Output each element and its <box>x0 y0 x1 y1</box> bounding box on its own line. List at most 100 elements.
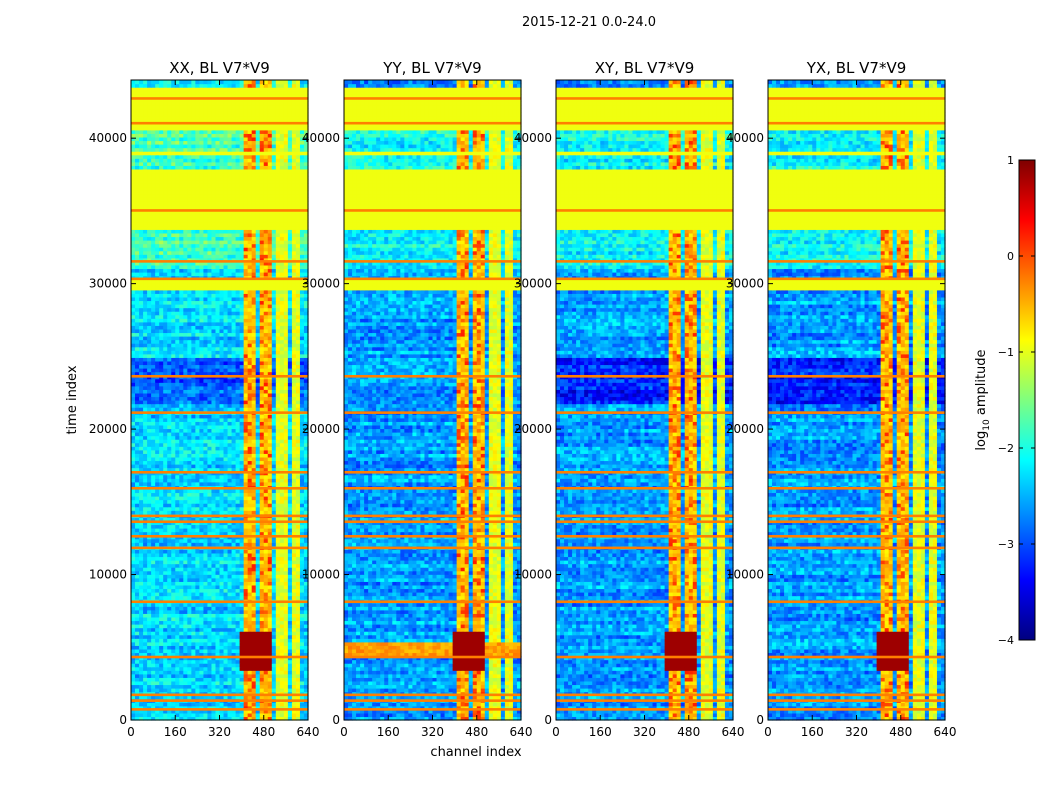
heatmap-cell <box>251 620 257 625</box>
heatmap-cell <box>215 385 221 390</box>
heatmap-cell <box>159 634 164 639</box>
heatmap-cell <box>263 677 269 682</box>
heatmap-cell <box>207 407 213 412</box>
heatmap-cell <box>235 503 241 508</box>
heatmap-cell <box>195 481 200 486</box>
heatmap-cell <box>195 659 200 664</box>
heatmap-cell <box>271 449 277 454</box>
heatmap-cell <box>207 560 213 565</box>
heatmap-cell <box>227 346 233 351</box>
heatmap-cell <box>167 364 172 369</box>
heatmap-cell <box>203 624 209 629</box>
heatmap-cell <box>155 432 160 437</box>
heatmap-cell <box>239 432 245 437</box>
heatmap-cell <box>271 688 277 693</box>
heatmap-cell <box>303 428 309 433</box>
heatmap-cell <box>135 421 140 426</box>
heatmap-cell <box>267 389 273 394</box>
heatmap-cell <box>227 595 233 600</box>
heatmap-cell <box>275 538 281 543</box>
heatmap-cell <box>275 496 281 501</box>
heatmap-cell <box>131 456 136 462</box>
heatmap-cell <box>239 414 245 419</box>
heatmap-cell <box>255 368 261 373</box>
heatmap-cell <box>147 538 152 543</box>
heatmap-cell <box>247 666 253 671</box>
heatmap-cell <box>267 624 273 629</box>
heatmap-cell <box>295 528 301 533</box>
heatmap-cell <box>187 428 192 433</box>
heatmap-cell <box>299 371 305 376</box>
heatmap-cell <box>283 577 289 582</box>
heatmap-cell <box>235 332 241 337</box>
heatmap-cell <box>299 677 305 682</box>
heatmap-cell <box>163 357 168 362</box>
heatmap-cell <box>287 560 293 565</box>
heatmap-cell <box>199 332 205 337</box>
heatmap-cell <box>175 659 180 664</box>
heatmap-cell <box>287 688 293 693</box>
heatmap-cell <box>147 449 152 454</box>
heatmap-cell <box>271 592 277 597</box>
heatmap-cell <box>291 709 297 714</box>
heatmap-cell <box>215 421 221 426</box>
heatmap-cell <box>135 357 140 362</box>
heatmap-cell <box>215 503 221 508</box>
heatmap-cell <box>259 524 265 529</box>
heatmap-cell <box>159 517 164 522</box>
heatmap-cell <box>303 652 309 657</box>
heatmap-cell <box>231 613 237 618</box>
heatmap-cell <box>147 435 152 440</box>
heatmap-cell <box>243 421 249 426</box>
heatmap-cell <box>191 581 196 586</box>
heatmap-cell <box>151 648 156 654</box>
heatmap-cell <box>255 499 261 504</box>
heatmap-cell <box>223 584 229 590</box>
heatmap-cell <box>131 549 136 554</box>
heatmap-cell <box>287 321 293 326</box>
heatmap-cell <box>195 442 200 447</box>
heatmap-cell <box>291 570 297 575</box>
heatmap-cell <box>203 343 209 348</box>
heatmap-cell <box>219 613 225 618</box>
heatmap-cell <box>131 350 136 355</box>
heatmap-cell <box>135 442 140 447</box>
heatmap-cell <box>227 531 233 536</box>
heatmap-cell <box>167 396 172 401</box>
heatmap-cell <box>159 481 164 486</box>
heatmap-cell <box>175 389 180 394</box>
heatmap-cell <box>227 343 233 348</box>
heatmap-cell <box>131 517 136 522</box>
heatmap-cell <box>191 506 196 511</box>
heatmap-cell <box>271 321 277 326</box>
heatmap-cell <box>263 350 269 355</box>
heatmap-cell <box>227 631 233 636</box>
heatmap-cell <box>187 446 192 451</box>
heatmap-cell <box>191 503 196 508</box>
heatmap-cell <box>183 371 188 376</box>
heatmap-cell <box>299 712 305 718</box>
heatmap-cell <box>271 567 277 572</box>
heatmap-cell <box>263 503 269 508</box>
heatmap-cell <box>167 673 172 678</box>
heatmap-cell <box>275 503 281 508</box>
heatmap-cell <box>171 528 176 533</box>
heatmap-cell <box>143 560 148 565</box>
heatmap-cell <box>235 556 241 561</box>
heatmap-cell <box>211 432 217 437</box>
heatmap-cell <box>187 666 192 671</box>
heatmap-cell <box>135 360 140 366</box>
heatmap-cell <box>203 446 209 451</box>
heatmap-cell <box>211 353 217 358</box>
heatmap-cell <box>199 680 205 686</box>
heatmap-cell <box>271 634 277 639</box>
heatmap-cell <box>247 560 253 565</box>
heatmap-cell <box>231 634 237 639</box>
heatmap-cell <box>195 328 200 334</box>
heatmap-cell <box>167 531 172 536</box>
heatmap-cell <box>159 613 164 618</box>
heatmap-cell <box>151 439 156 444</box>
heatmap-cell <box>287 648 293 654</box>
heatmap-cell <box>255 464 261 469</box>
heatmap-cell <box>215 528 221 533</box>
